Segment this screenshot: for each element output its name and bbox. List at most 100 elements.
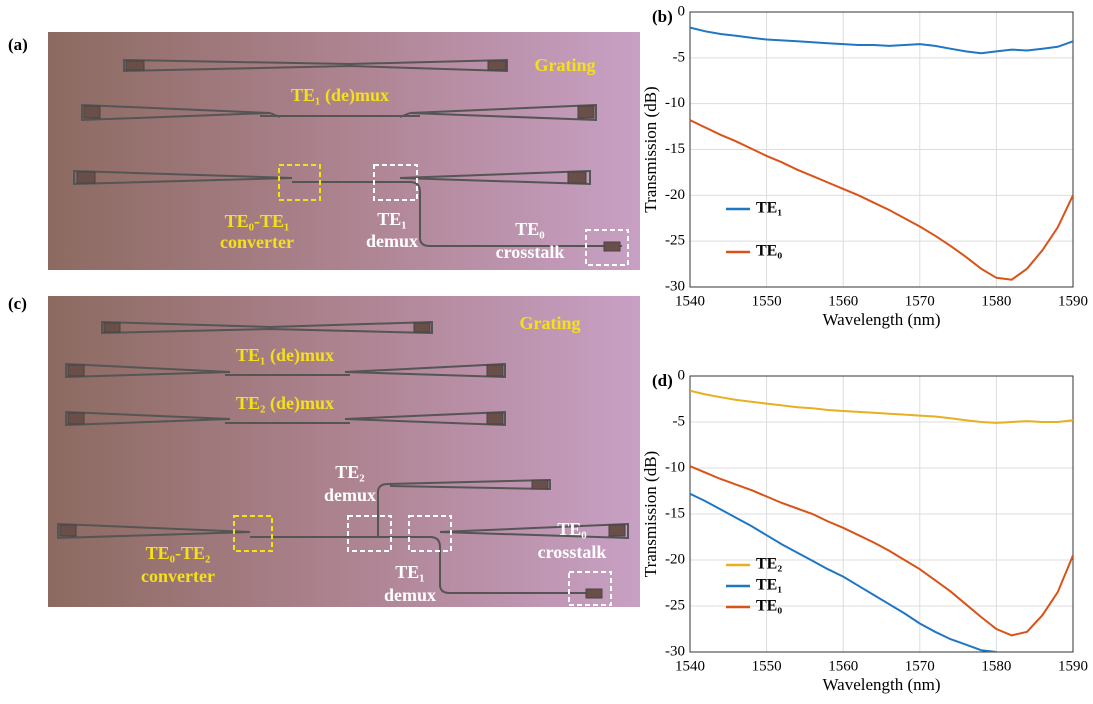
pad — [585, 588, 603, 599]
x-tick-label: 1540 — [675, 293, 705, 309]
annotation: TE₀-TE₁ — [225, 211, 290, 231]
y-tick-label: -5 — [673, 49, 686, 65]
highlight-box — [233, 515, 273, 552]
legend-label: TE₀ — [756, 243, 782, 260]
y-tick-label: -10 — [665, 95, 685, 111]
annotation: Grating — [535, 55, 596, 75]
annotation: TE₁ — [395, 562, 424, 582]
pad — [487, 60, 507, 71]
x-axis-label: Wavelength (nm) — [822, 310, 940, 329]
pad — [83, 105, 101, 119]
annotation: demux — [384, 585, 436, 605]
waveguide — [73, 169, 622, 247]
plot-frame — [689, 11, 1074, 288]
pad — [603, 241, 621, 252]
annotation: TE₀ — [557, 519, 586, 539]
waveguide — [65, 410, 506, 427]
pad — [486, 412, 504, 425]
annotation: TE₁ — [377, 209, 406, 229]
highlight-box — [568, 571, 612, 606]
annotation: crosstalk — [496, 242, 565, 262]
highlight-box — [347, 515, 392, 552]
y-tick-label: -15 — [665, 141, 685, 157]
annotation: Grating — [520, 313, 581, 333]
plot-frame — [689, 375, 1074, 653]
y-tick-label: -25 — [665, 233, 685, 249]
x-tick-label: 1590 — [1058, 293, 1088, 309]
micrograph-a: (a) Grating TE₁ (de)mux TE₀-TE₁ converte… — [8, 32, 640, 270]
annotation: TE₂ — [335, 462, 364, 482]
y-tick-label: -10 — [665, 459, 685, 475]
panel-label: (d) — [652, 371, 673, 390]
annotation: converter — [220, 232, 294, 252]
pad — [67, 412, 85, 425]
data-line — [690, 492, 997, 652]
x-tick-label: 1550 — [752, 293, 782, 309]
pad — [486, 364, 504, 377]
x-tick-label: 1540 — [675, 658, 705, 674]
y-tick-label: -5 — [673, 413, 686, 429]
waveguide — [123, 58, 508, 73]
x-tick-label: 1550 — [752, 658, 782, 674]
annotation: TE₁ (de)mux — [291, 85, 389, 106]
annotation: TE₀ — [515, 219, 544, 239]
y-tick-label: 0 — [678, 3, 686, 19]
panel-label: (a) — [8, 35, 28, 54]
y-tick-label: 0 — [678, 367, 686, 383]
data-line — [690, 119, 1073, 281]
annotation: TE₂ (de)mux — [236, 393, 334, 414]
annotation: TE₁ (de)mux — [236, 345, 334, 366]
waveguide — [81, 103, 597, 122]
pad — [531, 479, 549, 490]
data-line — [690, 389, 1073, 424]
x-tick-label: 1580 — [981, 658, 1011, 674]
micrograph-background — [48, 296, 640, 607]
pad — [608, 524, 626, 537]
y-axis-label: Transmission (dB) — [641, 451, 660, 577]
x-tick-label: 1560 — [828, 293, 858, 309]
micrograph-c: (c) Grating TE₁ (de)mux TE₂ (de)mux TE₂ … — [8, 294, 640, 607]
pad — [76, 171, 96, 184]
pad — [577, 105, 595, 119]
y-axis-label: Transmission (dB) — [641, 86, 660, 212]
waveguide — [65, 362, 506, 379]
pad — [125, 60, 145, 71]
y-tick-label: -15 — [665, 505, 685, 521]
annotation: crosstalk — [538, 542, 607, 562]
x-tick-label: 1590 — [1058, 658, 1088, 674]
pad — [567, 171, 587, 184]
panel-label: (b) — [652, 7, 673, 26]
data-line — [690, 26, 1073, 55]
highlight-box — [585, 229, 629, 266]
annotation: demux — [366, 231, 418, 251]
panel-label: (c) — [8, 294, 27, 313]
annotation: converter — [141, 566, 215, 586]
x-tick-label: 1570 — [905, 658, 935, 674]
data-line — [690, 465, 1073, 637]
waveguide — [57, 478, 629, 594]
waveguide — [101, 320, 433, 335]
legend-label: TE₂ — [756, 556, 782, 573]
pad — [67, 364, 85, 377]
x-tick-label: 1580 — [981, 293, 1011, 309]
y-tick-label: -25 — [665, 597, 685, 613]
annotation: TE₀-TE₂ — [146, 543, 211, 563]
x-tick-label: 1570 — [905, 293, 935, 309]
highlight-box — [278, 164, 321, 201]
pad — [413, 322, 431, 333]
highlight-box — [373, 164, 418, 201]
y-tick-label: -20 — [665, 187, 685, 203]
pad — [103, 322, 121, 333]
pad — [59, 524, 77, 537]
micrograph-background — [48, 32, 640, 270]
x-tick-label: 1560 — [828, 658, 858, 674]
legend-label: TE₁ — [756, 577, 782, 594]
y-tick-label: -30 — [665, 278, 685, 294]
annotation: demux — [324, 485, 376, 505]
y-tick-label: -30 — [665, 643, 685, 659]
highlight-box — [408, 515, 452, 552]
x-axis-label: Wavelength (nm) — [822, 675, 940, 694]
y-tick-label: -20 — [665, 551, 685, 567]
legend-label: TE₀ — [756, 598, 782, 615]
